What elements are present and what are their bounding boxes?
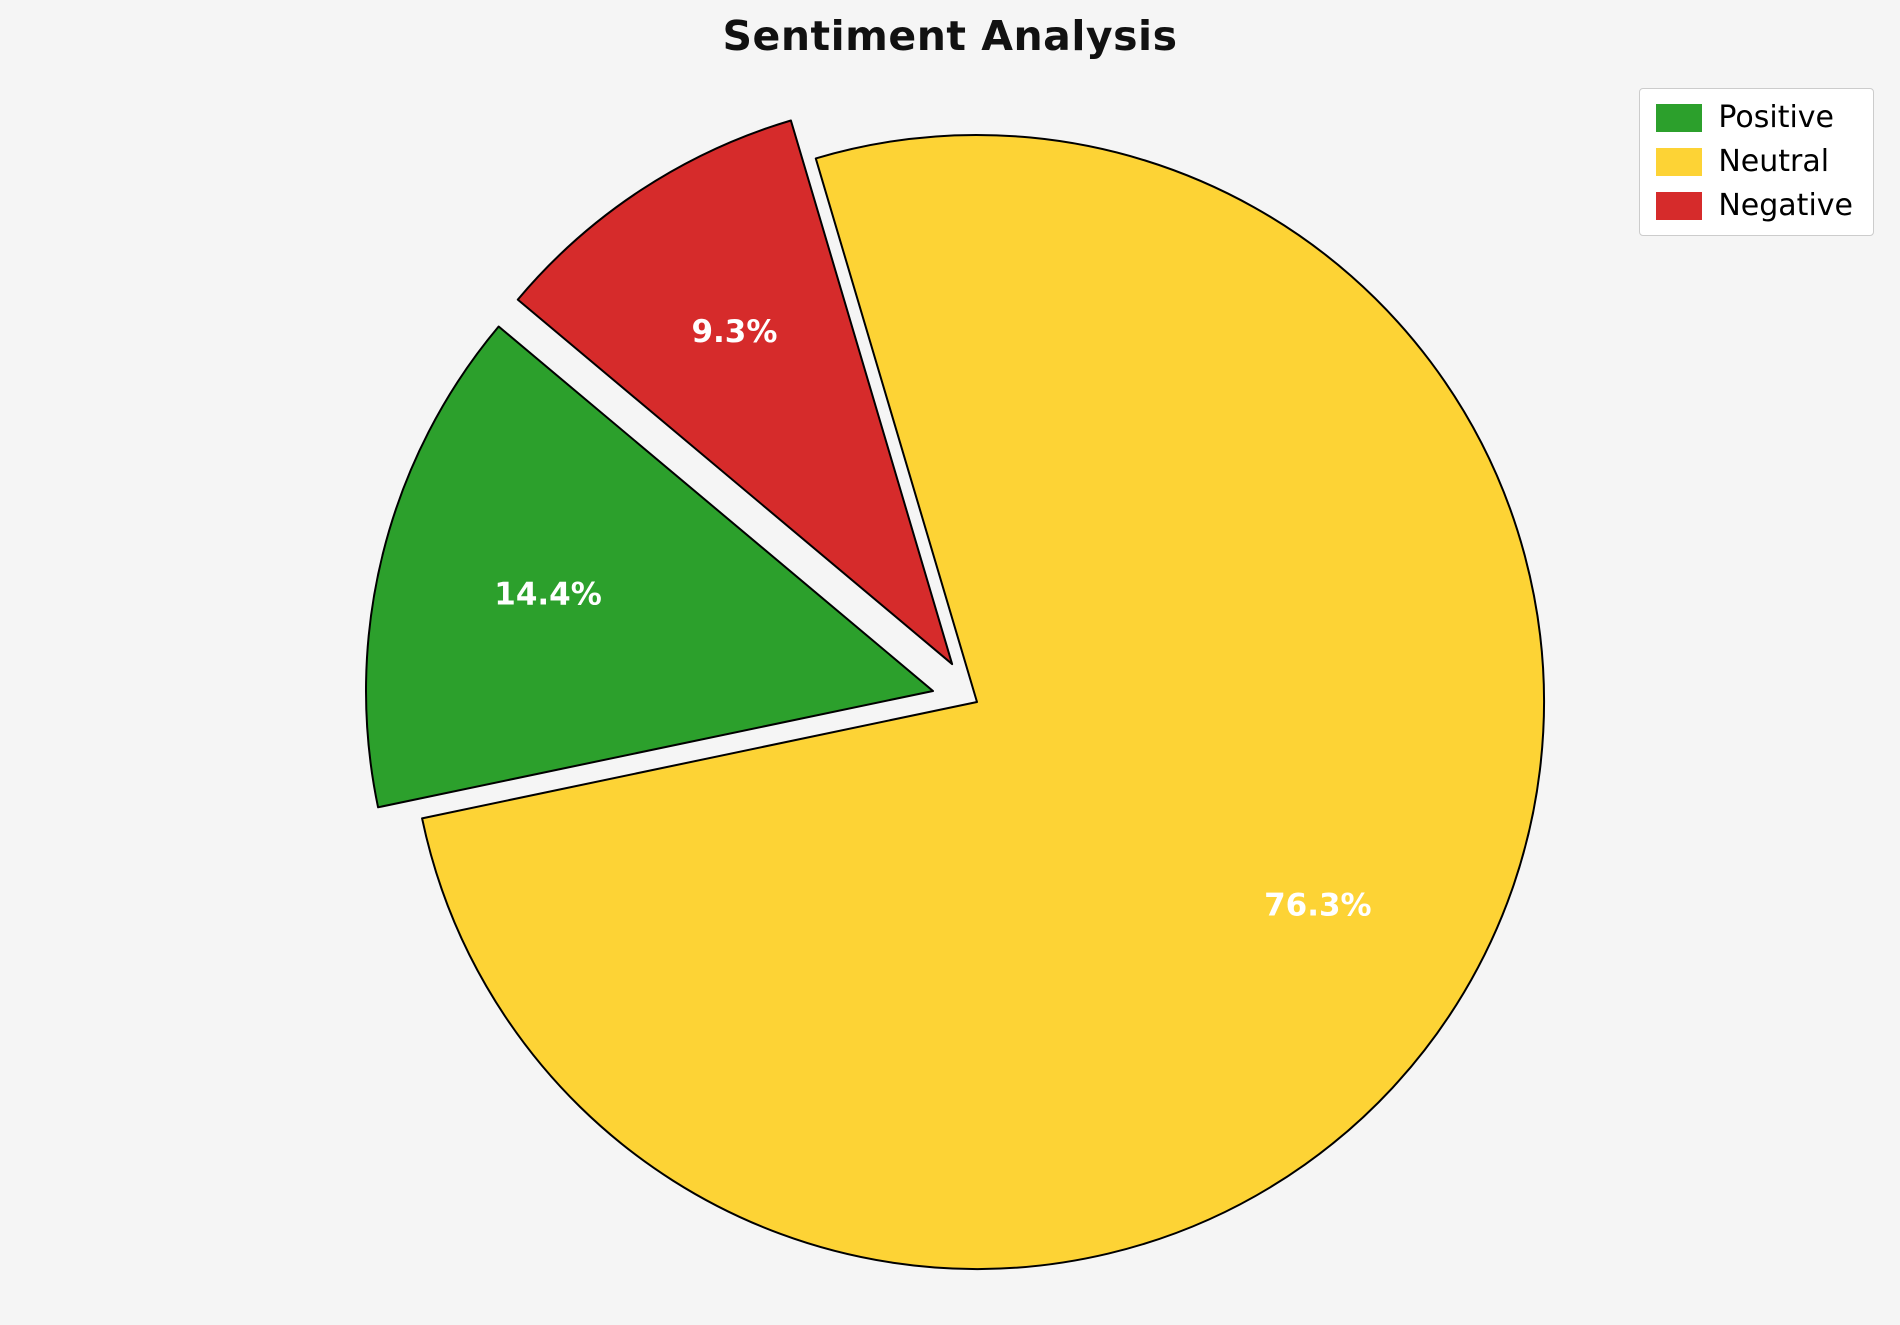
pct-label-positive: 14.4% <box>494 576 602 612</box>
legend-swatch-positive <box>1656 104 1703 132</box>
chart-title: Sentiment Analysis <box>722 12 1178 60</box>
legend-swatch-neutral <box>1656 148 1703 176</box>
legend-item-negative: Negative <box>1656 191 1853 221</box>
pct-label-neutral: 76.3% <box>1264 887 1372 923</box>
pie-slice-neutral <box>421 134 1545 1271</box>
legend-label-negative: Negative <box>1718 188 1853 223</box>
pie-slice-positive <box>365 325 934 809</box>
legend: Positive Neutral Negative <box>1639 88 1874 236</box>
pie-slice-negative <box>516 119 954 666</box>
legend-swatch-negative <box>1656 192 1703 220</box>
legend-label-neutral: Neutral <box>1718 144 1830 179</box>
legend-label-positive: Positive <box>1718 100 1835 135</box>
legend-item-positive: Positive <box>1656 103 1853 133</box>
pct-label-negative: 9.3% <box>691 314 777 350</box>
legend-item-neutral: Neutral <box>1656 147 1853 177</box>
